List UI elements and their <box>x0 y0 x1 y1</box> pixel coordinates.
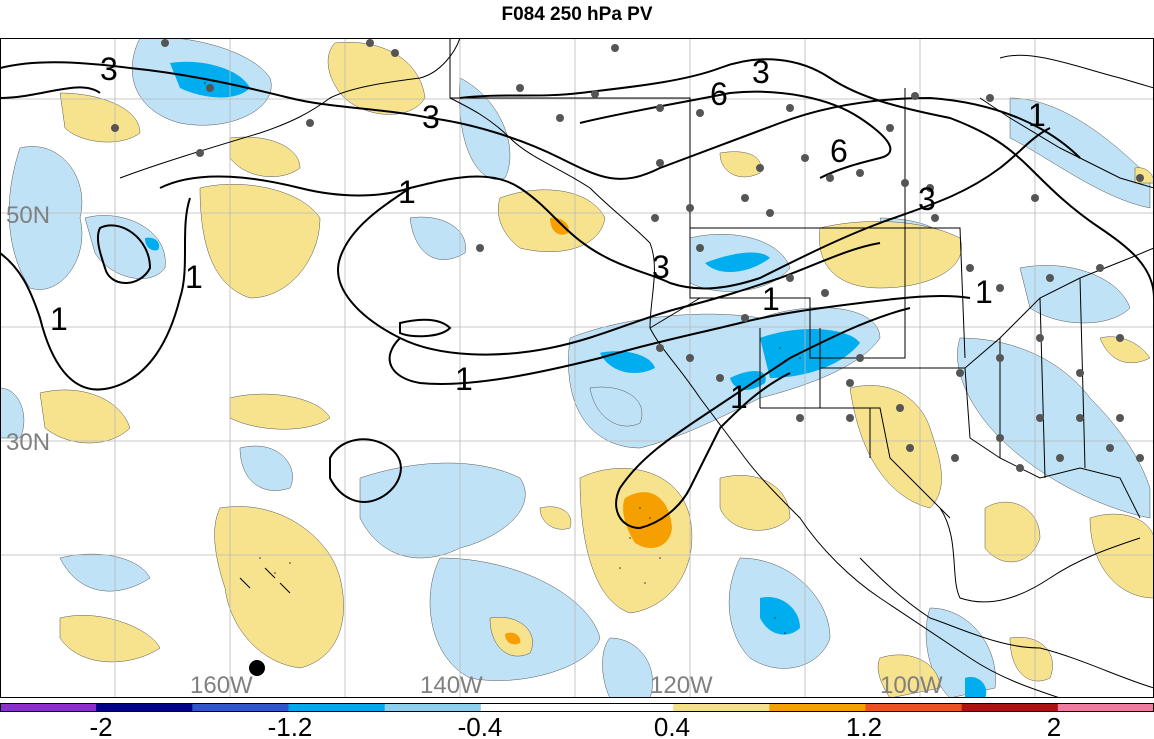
colorbar-swatch <box>0 703 97 712</box>
colorbar-ticks: -2 -1.2 -0.4 0.4 1.2 2 <box>89 712 1061 739</box>
colorbar-swatch <box>288 703 386 712</box>
contour-label: 1 <box>185 259 203 295</box>
contour-label: 1 <box>975 274 993 310</box>
contour-label: 1 <box>455 361 473 397</box>
contour-label: 3 <box>752 54 770 90</box>
colorbar-swatch <box>577 703 674 712</box>
colorbar-tick-label: 2 <box>1047 712 1061 739</box>
colorbar-swatch <box>673 703 770 712</box>
lon-label-100w: 100W <box>880 672 943 698</box>
strong-positive-pv-shading <box>505 217 672 645</box>
marker-dot <box>249 660 265 676</box>
lon-label-160w: 160W <box>190 672 253 698</box>
contour-label: 3 <box>100 51 118 87</box>
colorbar-swatch <box>865 703 963 712</box>
colorbar-tick-label: -1.2 <box>268 712 313 739</box>
contour-label: 3 <box>918 181 936 217</box>
contour-labels: 3 3 3 6 6 1 1 1 1 1 1 3 3 1 1 1 <box>50 51 1046 415</box>
lat-label-50n: 50N <box>6 202 50 229</box>
lon-label-120w: 120W <box>650 672 713 698</box>
lat-label-30n: 30N <box>6 429 50 456</box>
contour-label: 6 <box>710 76 728 112</box>
station-markers <box>111 39 1144 472</box>
coastlines <box>119 38 1154 698</box>
colorbar-swatch <box>1057 703 1154 712</box>
contour-label: 1 <box>730 379 748 415</box>
colorbar-swatches <box>0 703 1154 712</box>
contour-label: 1 <box>762 281 780 317</box>
colorbar-tick-label: 1.2 <box>846 712 882 739</box>
colorbar-swatch <box>96 703 193 712</box>
page-title: F084 250 hPa PV <box>501 4 653 25</box>
contour-label: 1 <box>1028 97 1046 133</box>
pv-map: 3 3 3 6 6 1 1 1 1 1 1 3 3 1 1 1 50N 30N … <box>0 38 1154 698</box>
colorbar-swatch <box>961 703 1059 712</box>
colorbar-swatch <box>192 703 289 712</box>
contour-label: 1 <box>398 174 416 210</box>
colorbar-swatch <box>480 703 578 712</box>
colorbar-tick-label: -0.4 <box>458 712 503 739</box>
graticule <box>0 38 1154 698</box>
contour-label: 1 <box>50 301 68 337</box>
lon-label-140w: 140W <box>420 672 483 698</box>
contour-label: 1 <box>1000 79 1018 115</box>
contour-label: 6 <box>830 133 848 169</box>
contour-label: 3 <box>422 99 440 135</box>
colorbar-tick-label: -2 <box>89 712 112 739</box>
pv-contours <box>0 58 1154 530</box>
colorbar-swatch <box>769 703 866 712</box>
contour-label: 3 <box>652 249 670 285</box>
colorbar-tick-label: 0.4 <box>654 712 690 739</box>
colorbar: -2 -1.2 -0.4 0.4 1.2 2 <box>0 703 1154 739</box>
colorbar-swatch <box>384 703 482 712</box>
